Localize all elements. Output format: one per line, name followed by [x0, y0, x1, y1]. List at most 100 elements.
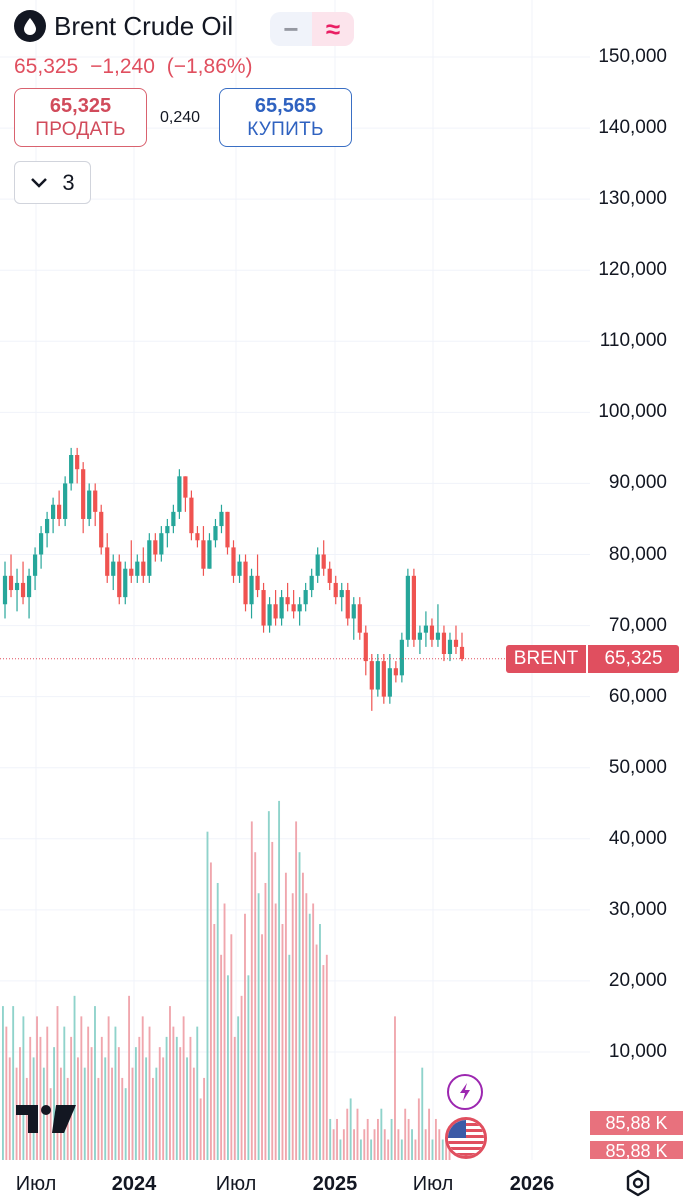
price-axis-label: 10,000 — [608, 1041, 667, 1062]
volume-bar — [70, 1036, 73, 1160]
candle-body — [441, 632, 447, 654]
volume-bar — [227, 975, 229, 1160]
volume-bar — [295, 821, 298, 1160]
volume-bar — [19, 1047, 21, 1160]
candle-body — [201, 540, 206, 569]
candle-body — [57, 504, 62, 519]
volume-bar — [25, 1077, 28, 1160]
candle-body — [333, 582, 338, 598]
volume-bar — [158, 1047, 161, 1160]
candle-body — [309, 575, 314, 591]
candle-body — [213, 526, 218, 541]
volume-bar — [281, 924, 284, 1160]
volume-bar — [400, 1139, 403, 1160]
volume-tag-second: 85,88 K — [590, 1141, 683, 1159]
volume-bar — [441, 1139, 444, 1160]
candle-body — [387, 668, 392, 697]
candle-body — [321, 554, 326, 569]
volume-bar — [196, 1026, 199, 1160]
volume-bar — [414, 1139, 417, 1160]
candle-body — [273, 604, 278, 619]
tradingview-logo[interactable] — [16, 1103, 76, 1135]
candle-body — [405, 575, 410, 640]
candle-body — [135, 561, 140, 576]
candle-body — [129, 568, 134, 576]
candle-body — [393, 668, 398, 676]
sell-label: ПРОДАТЬ — [35, 118, 126, 140]
volume-bar — [274, 903, 277, 1160]
indicators-collapse-button[interactable]: 3 — [14, 161, 91, 204]
volume-bar — [114, 1026, 117, 1160]
volume-bar — [329, 1118, 332, 1160]
symbol-header[interactable]: Brent Crude Oil — [14, 10, 233, 42]
candle-body — [99, 511, 104, 548]
candle-body — [171, 511, 176, 527]
candle-body — [195, 533, 200, 541]
minus-icon[interactable]: − — [283, 13, 299, 44]
candle-body — [38, 533, 44, 555]
volume-bar — [237, 1016, 240, 1160]
volume-bar — [383, 1129, 386, 1160]
price-change-percent: (−1,86%) — [166, 55, 253, 78]
price-axis-label: 120,000 — [598, 259, 667, 281]
volume-bar — [244, 913, 246, 1160]
price-axis-label: 30,000 — [608, 898, 667, 920]
candle-body — [261, 590, 266, 626]
volume-bar — [209, 862, 212, 1160]
volume-bar — [373, 1129, 376, 1160]
time-axis-label: Июл — [15, 1173, 57, 1195]
volume-bar — [312, 903, 315, 1160]
volume-bar — [111, 1067, 113, 1160]
volume-bar — [322, 965, 325, 1160]
candle-body — [231, 547, 236, 576]
approx-icon[interactable]: ≈ — [312, 12, 354, 46]
time-axis-label: Июл — [215, 1173, 257, 1195]
lightning-icon[interactable] — [447, 1074, 483, 1110]
candle-body — [375, 661, 380, 690]
candle-body — [117, 561, 122, 598]
volume-bar — [264, 882, 267, 1160]
volume-bar — [162, 1057, 165, 1160]
volume-bar — [5, 1026, 8, 1160]
settings-icon[interactable] — [623, 1168, 653, 1198]
volume-bar — [172, 1026, 175, 1160]
price-axis-label: 90,000 — [608, 472, 667, 494]
volume-bar — [325, 954, 328, 1160]
candle-body — [327, 568, 332, 583]
candle-body — [63, 483, 68, 519]
volume-bar — [387, 1139, 390, 1160]
candle-body — [369, 661, 374, 690]
volume-bar — [77, 1057, 79, 1160]
volume-bar — [100, 1036, 103, 1160]
volume-bar — [315, 944, 318, 1160]
volume-bar — [380, 1108, 383, 1160]
volume-bar — [339, 1139, 342, 1160]
volume-bar — [438, 1129, 441, 1160]
volume-bar — [284, 872, 287, 1160]
time-axis-label: Июл — [412, 1173, 454, 1195]
candle-body — [141, 561, 146, 576]
chart-mode-toggle[interactable]: − ≈ — [270, 12, 354, 46]
candle-body — [339, 590, 344, 598]
volume-bar — [141, 1016, 144, 1160]
volume-bar — [349, 1098, 352, 1160]
candle-body — [423, 625, 429, 633]
volume-bar — [83, 1067, 86, 1160]
volume-bar — [117, 1047, 120, 1160]
volume-bar — [203, 1077, 206, 1160]
volume-bar — [94, 1006, 96, 1160]
volume-bar — [179, 1047, 182, 1160]
sell-button[interactable]: 65,325 ПРОДАТЬ — [14, 88, 147, 147]
volume-bar — [359, 1139, 362, 1160]
price-axis-label: 70,000 — [608, 614, 667, 636]
volume-bar — [213, 924, 216, 1160]
buy-button[interactable]: 65,565 КУПИТЬ — [219, 88, 352, 147]
volume-bar — [186, 1057, 188, 1160]
candle-body — [315, 554, 320, 576]
us-flag-icon[interactable] — [445, 1117, 487, 1159]
volume-bar — [342, 1129, 345, 1160]
volume-bar — [49, 1088, 52, 1160]
volume-bar — [138, 1036, 141, 1160]
